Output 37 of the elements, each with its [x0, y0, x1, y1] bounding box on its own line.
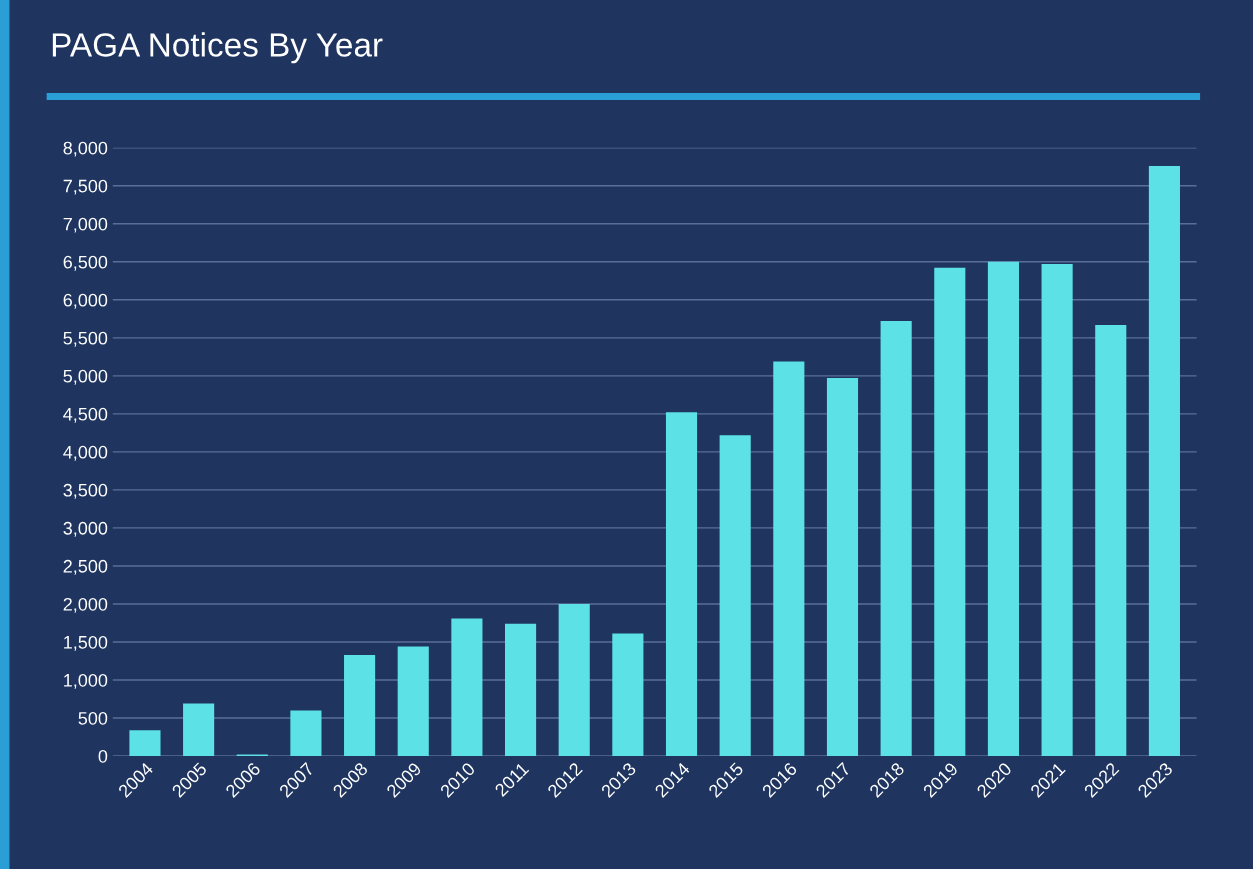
y-tick-label: 3,000 [63, 521, 108, 537]
bar [826, 378, 859, 757]
bar [558, 603, 590, 757]
y-tick-label: 4,500 [63, 407, 108, 423]
bar [934, 267, 966, 757]
y-tick-label: 2,000 [63, 597, 108, 613]
bar [129, 730, 161, 757]
y-tick-label: 7,000 [63, 217, 108, 233]
bar [504, 623, 537, 757]
y-tick-label: 8,000 [63, 141, 108, 157]
bar [1095, 324, 1127, 757]
y-tick-label: 2,500 [63, 559, 108, 575]
bar [880, 321, 912, 757]
y-tick-label: 3,500 [63, 483, 108, 499]
y-tick-label: 500 [78, 711, 108, 725]
y-tick-label: 1,000 [64, 673, 108, 689]
y-tick-label: 6,000 [63, 293, 108, 309]
bar [290, 710, 322, 757]
bar [1041, 264, 1073, 757]
y-tick-label: 0 [98, 749, 108, 763]
y-tick-label: 5,500 [63, 331, 108, 347]
y-tick-label: 6,500 [63, 255, 108, 271]
bar [665, 412, 698, 757]
y-tick-label: 7,500 [63, 179, 108, 195]
chart-title: PAGA Notices By Year [52, 32, 383, 64]
bar [612, 633, 644, 757]
bar [451, 618, 483, 757]
bar [397, 646, 429, 757]
y-tick-label: 5,000 [63, 369, 108, 385]
bar [344, 654, 376, 757]
bar [773, 361, 805, 757]
bar [1148, 165, 1180, 757]
bar [987, 261, 1020, 757]
y-tick-label: 1,500 [64, 635, 108, 651]
bar [183, 703, 215, 757]
bar [719, 435, 751, 757]
y-tick-label: 4,000 [63, 445, 108, 461]
